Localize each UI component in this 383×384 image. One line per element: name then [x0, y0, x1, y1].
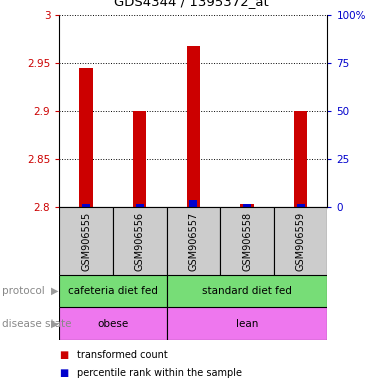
- Text: GSM906559: GSM906559: [296, 212, 306, 270]
- Text: ■: ■: [59, 350, 69, 360]
- Text: standard diet fed: standard diet fed: [202, 286, 292, 296]
- Text: GSM906558: GSM906558: [242, 212, 252, 270]
- Bar: [241, 205, 254, 207]
- Bar: [80, 68, 93, 207]
- Text: ▶: ▶: [51, 286, 58, 296]
- Bar: [59, 275, 167, 307]
- Text: GDS4344 / 1395372_at: GDS4344 / 1395372_at: [114, 0, 269, 8]
- Bar: [167, 275, 327, 307]
- Bar: [59, 207, 113, 275]
- Bar: [167, 207, 220, 275]
- Text: ▶: ▶: [51, 318, 58, 329]
- Bar: [294, 111, 307, 207]
- Text: GSM906557: GSM906557: [188, 211, 198, 271]
- Bar: [167, 307, 327, 340]
- Text: GSM906556: GSM906556: [135, 212, 145, 270]
- Bar: [82, 205, 90, 207]
- Text: cafeteria diet fed: cafeteria diet fed: [68, 286, 158, 296]
- Bar: [274, 207, 327, 275]
- Text: disease state: disease state: [2, 318, 71, 329]
- Bar: [243, 205, 251, 207]
- Text: obese: obese: [97, 318, 129, 329]
- Text: protocol: protocol: [2, 286, 45, 296]
- Text: percentile rank within the sample: percentile rank within the sample: [77, 368, 242, 378]
- Text: transformed count: transformed count: [77, 350, 167, 360]
- Bar: [113, 207, 167, 275]
- Bar: [136, 205, 144, 207]
- Bar: [187, 46, 200, 207]
- Text: lean: lean: [236, 318, 258, 329]
- Bar: [296, 205, 305, 207]
- Bar: [59, 307, 167, 340]
- Bar: [133, 111, 146, 207]
- Bar: [220, 207, 274, 275]
- Bar: [189, 200, 198, 207]
- Text: ■: ■: [59, 368, 69, 378]
- Text: GSM906555: GSM906555: [81, 211, 91, 271]
